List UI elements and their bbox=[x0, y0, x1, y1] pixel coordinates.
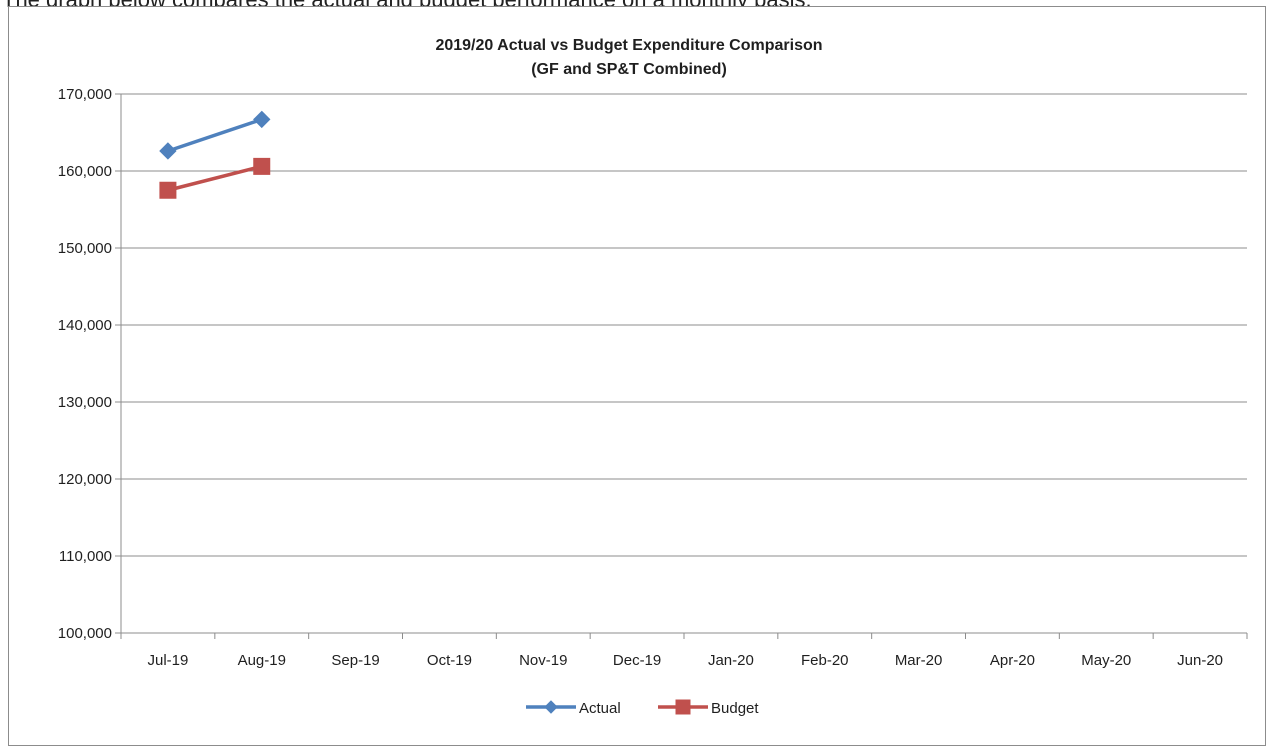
chart-subtitle: (GF and SP&T Combined) bbox=[531, 61, 727, 78]
data-point-diamond bbox=[159, 142, 177, 160]
chart-title: 2019/20 Actual vs Budget Expenditure Com… bbox=[435, 37, 822, 54]
y-tick-label: 100,000 bbox=[58, 625, 112, 642]
y-tick-label: 110,000 bbox=[59, 548, 112, 565]
y-tick-label: 140,000 bbox=[58, 317, 112, 334]
legend-label: Actual bbox=[579, 700, 621, 717]
data-point-diamond bbox=[544, 700, 558, 714]
line-chart: 2019/20 Actual vs Budget Expenditure Com… bbox=[58, 37, 1248, 717]
x-tick-label: Aug-19 bbox=[238, 652, 286, 669]
x-tick-label: Mar-20 bbox=[895, 652, 943, 669]
data-point-diamond bbox=[253, 110, 271, 129]
legend: Actual Budget bbox=[526, 699, 759, 717]
chart-title-group: 2019/20 Actual vs Budget Expenditure Com… bbox=[435, 37, 822, 78]
x-tick-label: May-20 bbox=[1081, 652, 1131, 669]
chart-frame: 2019/20 Actual vs Budget Expenditure Com… bbox=[8, 6, 1266, 746]
data-point-square bbox=[253, 157, 271, 175]
legend-item-actual: Actual bbox=[526, 700, 621, 717]
x-tick-label: Jul-19 bbox=[147, 652, 188, 669]
x-tick-label: Feb-20 bbox=[801, 652, 849, 669]
x-tick-label: Oct-19 bbox=[427, 652, 472, 669]
series-actual bbox=[159, 110, 271, 160]
series-line-budget bbox=[167, 164, 263, 192]
x-tick-label: Sep-19 bbox=[331, 652, 379, 669]
data-point-square bbox=[159, 181, 177, 199]
y-tick-label: 170,000 bbox=[58, 86, 112, 103]
x-tick-label: Jun-20 bbox=[1177, 652, 1223, 669]
y-tick-label: 150,000 bbox=[58, 240, 112, 257]
y-tick-label: 160,000 bbox=[58, 163, 112, 180]
y-tick-label: 130,000 bbox=[58, 394, 112, 411]
legend-label: Budget bbox=[711, 700, 759, 717]
gridlines bbox=[121, 93, 1247, 634]
series-layer bbox=[159, 110, 271, 199]
x-tick-label: Dec-19 bbox=[613, 652, 661, 669]
y-tick-label: 120,000 bbox=[58, 471, 112, 488]
series-line-actual bbox=[167, 117, 263, 153]
x-tick-label: Apr-20 bbox=[990, 652, 1035, 669]
axes: 100,000 110,000 120,000 130,000 140,000 150,0… bbox=[58, 86, 1248, 669]
legend-item-budget: Budget bbox=[658, 699, 759, 717]
x-tick-label: Nov-19 bbox=[519, 652, 567, 669]
x-tick-label: Jan-20 bbox=[708, 652, 754, 669]
data-point-square bbox=[675, 699, 691, 715]
series-budget bbox=[159, 157, 271, 199]
